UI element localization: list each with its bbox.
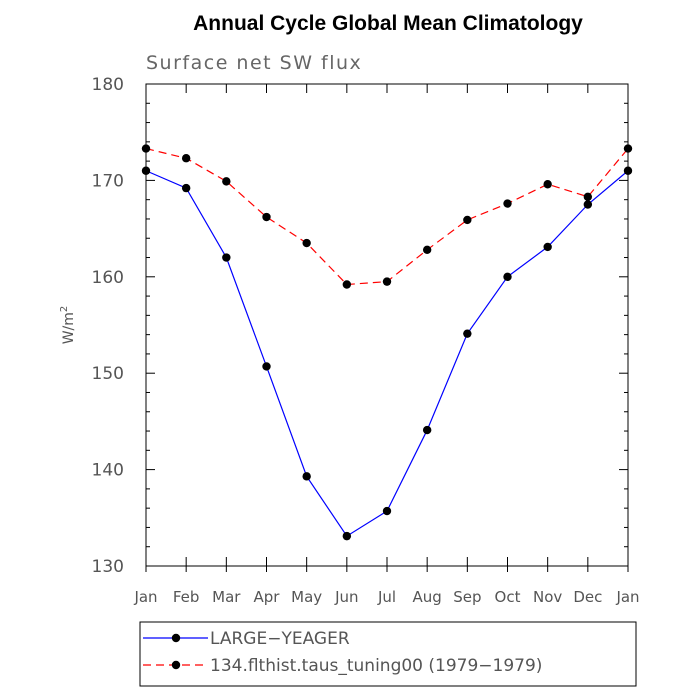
y-tick-label: 160: [92, 268, 124, 288]
y-tick-label: 130: [92, 557, 124, 577]
data-point: [141, 144, 151, 153]
data-point: [583, 200, 593, 209]
data-point: [342, 531, 352, 541]
data-point: [463, 215, 472, 225]
data-point: [503, 272, 512, 281]
data-point: [623, 166, 633, 175]
legend-marker-1: [171, 633, 181, 643]
data-point: [302, 472, 311, 481]
legend-label-2: 134.flthist.taus_tuning00 (1979−1979): [210, 656, 542, 676]
data-point: [262, 362, 271, 371]
x-axis: Jan Feb Mar Apr May Jun Jul Aug Sep Oct Nov Dec Jan: [133, 84, 640, 606]
data-point: [181, 154, 191, 163]
data-point: [503, 199, 512, 208]
legend-box: [139, 621, 637, 687]
data-point: [543, 180, 552, 189]
x-tick-label: Apr: [254, 588, 281, 606]
series-1: [141, 166, 633, 541]
data-point: [382, 506, 392, 516]
data-point: [543, 242, 552, 252]
plot-border: [145, 83, 629, 567]
data-point: [583, 192, 593, 201]
y-axis-label-base: W/m: [61, 312, 77, 344]
x-tick-label: Dec: [573, 588, 602, 606]
x-tick-label: Aug: [413, 588, 442, 606]
y-tick-label: 140: [92, 461, 124, 481]
x-tick-label: Jul: [377, 588, 396, 606]
x-tick-label: Nov: [533, 588, 562, 606]
data-point: [422, 245, 432, 255]
x-tick-label: Mar: [212, 588, 241, 606]
y-tick-label: 150: [92, 364, 124, 384]
data-point: [141, 166, 151, 175]
data-point: [382, 277, 392, 286]
x-tick-label: May: [291, 588, 322, 606]
legend-marker-2: [171, 660, 181, 670]
chart-subtitle: Surface net SW flux: [146, 52, 362, 74]
data-point: [302, 238, 311, 248]
x-tick-label: Oct: [495, 588, 521, 606]
y-tick-label: 170: [92, 171, 124, 191]
series-2: [141, 144, 633, 289]
data-point: [262, 212, 271, 222]
x-tick-label: Feb: [173, 588, 200, 606]
x-tick-label: Jun: [334, 588, 358, 606]
series-line: [145, 148, 629, 286]
legend: LARGE−YEAGER 134.flthist.taus_tuning00 (1…: [139, 621, 637, 687]
legend-label-1: LARGE−YEAGER: [210, 629, 350, 649]
data-point: [623, 144, 633, 153]
plot-frame: [145, 83, 629, 567]
y-axis-label-superscript: 2: [59, 306, 70, 312]
y-axis-label: W/m2: [59, 306, 77, 345]
y-axis: 130 140 150 160 170 180: [92, 75, 628, 577]
data-point: [181, 183, 191, 193]
series-layer: [141, 144, 633, 541]
data-point: [342, 280, 352, 289]
data-point: [222, 177, 231, 186]
chart-title: Annual Cycle Global Mean Climatology: [193, 12, 583, 35]
y-tick-label: 180: [92, 75, 124, 95]
x-tick-label: Sep: [453, 588, 481, 606]
x-tick-label: Jan: [133, 588, 157, 606]
x-tick-label: Jan: [615, 588, 639, 606]
series-line: [145, 170, 629, 537]
data-point: [422, 425, 432, 435]
data-point: [222, 253, 231, 262]
data-point: [463, 329, 472, 338]
